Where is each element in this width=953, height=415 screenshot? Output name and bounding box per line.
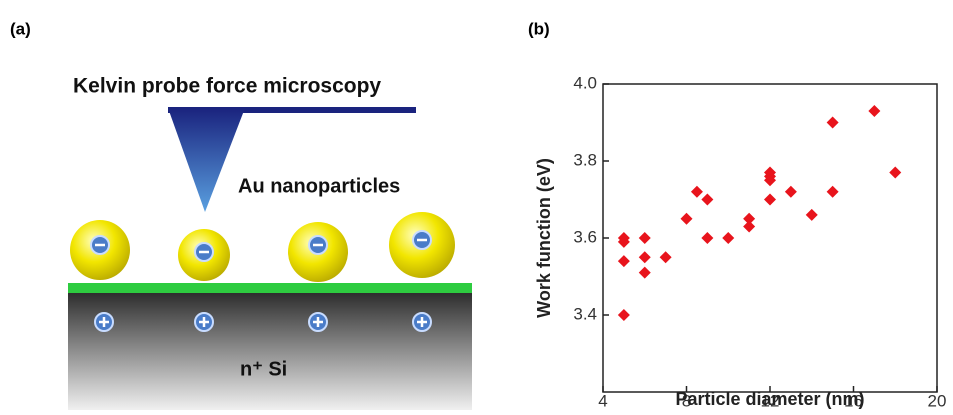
probe-tip — [168, 108, 245, 212]
y-axis-label: Work function (eV) — [534, 158, 554, 318]
diagram: Kelvin probe force microscopy Au nanopar… — [68, 70, 472, 410]
point — [659, 251, 672, 264]
y-tick-label: 4.0 — [573, 73, 597, 92]
x-tick-label: 20 — [928, 391, 947, 410]
point — [784, 185, 797, 198]
point — [638, 266, 651, 279]
point — [617, 309, 630, 321]
point — [764, 174, 776, 187]
point — [805, 208, 818, 221]
particles — [70, 212, 455, 332]
x-tick-label: 4 — [598, 391, 607, 410]
y-tick-label: 3.4 — [573, 304, 597, 323]
plot-frame — [602, 83, 938, 393]
diagram-title: Kelvin probe force microscopy — [73, 75, 381, 98]
point — [743, 220, 756, 233]
point — [617, 255, 630, 268]
point — [690, 185, 703, 198]
point — [764, 193, 776, 206]
point — [743, 212, 756, 225]
point — [617, 235, 630, 248]
substrate-label: n⁺ Si — [240, 358, 287, 380]
panel-label: (b) — [528, 19, 550, 38]
chart: 3.4 3.6 3.8 4.0 4 8 12 16 20 Particle diameter (n… — [534, 73, 947, 410]
y-tick-label: 3.6 — [573, 227, 597, 246]
panel-label: (a) — [10, 19, 31, 38]
x-tick-label: 12 — [761, 391, 780, 410]
point — [701, 232, 714, 244]
x-tick-label: 8 — [682, 391, 691, 410]
point — [680, 212, 693, 225]
x-axis-label: Particle diameter (nm) — [675, 389, 864, 409]
point — [722, 232, 735, 244]
point — [638, 232, 651, 244]
layer — [68, 283, 472, 293]
y-tick-label: 3.8 — [573, 150, 597, 169]
diagram-label: Au nanoparticles — [238, 175, 400, 197]
point — [826, 116, 839, 129]
point — [701, 193, 714, 206]
x-tick-label: 16 — [844, 391, 863, 410]
substrate — [68, 293, 472, 410]
point — [868, 104, 881, 117]
point — [638, 251, 651, 264]
point — [826, 185, 839, 198]
point — [889, 166, 902, 179]
